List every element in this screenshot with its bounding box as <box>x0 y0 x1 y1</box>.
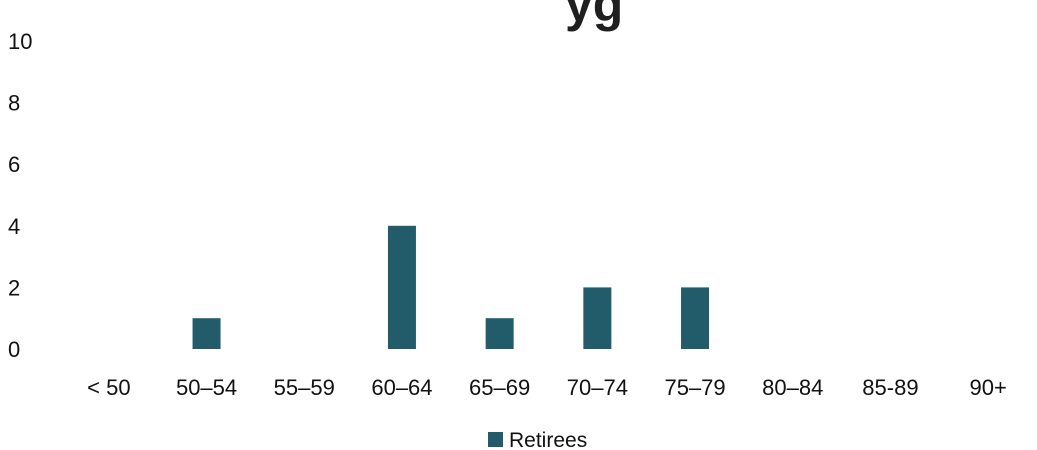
bar-series-retirees <box>192 225 710 349</box>
x-tick-label: 60–64 <box>371 375 432 400</box>
x-tick-label: 80–84 <box>762 375 823 400</box>
y-axis-ticks: 0 2 4 6 8 10 <box>8 29 32 362</box>
bar <box>583 287 612 349</box>
x-tick-label: 75–79 <box>664 375 725 400</box>
y-tick-label: 8 <box>8 91 20 116</box>
bar <box>681 287 710 349</box>
legend-label-retirees: Retirees <box>509 429 587 450</box>
x-tick-label: 55–59 <box>274 375 335 400</box>
x-tick-label: 85-89 <box>862 375 918 400</box>
y-tick-label: 10 <box>8 29 32 54</box>
y-tick-label: 2 <box>8 275 20 300</box>
y-tick-label: 4 <box>8 214 20 239</box>
x-tick-label: 65–69 <box>469 375 530 400</box>
x-axis-ticks: < 50 50–54 55–59 60–64 65–69 70–74 75–79 80–84 8… <box>87 375 1007 400</box>
x-tick-label: < 50 <box>87 375 130 400</box>
bar <box>192 318 221 349</box>
x-tick-label: 70–74 <box>567 375 628 400</box>
bar <box>485 318 514 349</box>
y-tick-label: 6 <box>8 152 20 177</box>
x-tick-label: 90+ <box>969 375 1006 400</box>
x-tick-label: 50–54 <box>176 375 237 400</box>
legend-swatch-retirees <box>488 432 503 447</box>
y-tick-label: 0 <box>8 337 20 362</box>
bar <box>387 225 416 349</box>
chart-title-fragment: yg <box>565 0 623 32</box>
legend: Retirees <box>488 429 587 450</box>
